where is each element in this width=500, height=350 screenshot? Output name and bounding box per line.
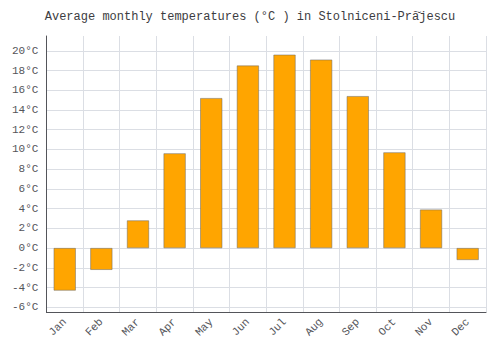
svg-text:Dec: Dec [449,316,471,338]
svg-text:16°C: 16°C [12,84,39,96]
svg-text:-4°C: -4°C [12,282,39,294]
svg-text:Nov: Nov [413,316,436,339]
svg-text:Jul: Jul [266,316,288,338]
svg-text:2°C: 2°C [19,222,39,234]
svg-text:Jan: Jan [46,316,68,338]
svg-text:-2°C: -2°C [12,262,39,274]
svg-text:18°C: 18°C [12,65,39,77]
svg-text:Feb: Feb [83,316,105,338]
svg-text:-6°C: -6°C [12,301,39,313]
svg-text:8°C: 8°C [19,163,39,175]
svg-text:10°C: 10°C [12,143,39,155]
svg-text:Mar: Mar [120,316,142,338]
svg-text:Average monthly temperatures (: Average monthly temperatures (°C ) in St… [45,10,455,24]
svg-text:Apr: Apr [156,316,178,338]
svg-text:14°C: 14°C [12,104,39,116]
svg-text:20°C: 20°C [12,45,39,57]
svg-text:12°C: 12°C [12,124,39,136]
svg-text:4°C: 4°C [19,203,39,215]
svg-text:0°C: 0°C [19,242,39,254]
svg-text:May: May [193,316,216,339]
svg-text:Sep: Sep [340,316,362,338]
svg-text:6°C: 6°C [19,183,39,195]
svg-text:Oct: Oct [376,316,398,338]
svg-text:Aug: Aug [303,316,325,338]
svg-text:Jun: Jun [230,316,252,338]
